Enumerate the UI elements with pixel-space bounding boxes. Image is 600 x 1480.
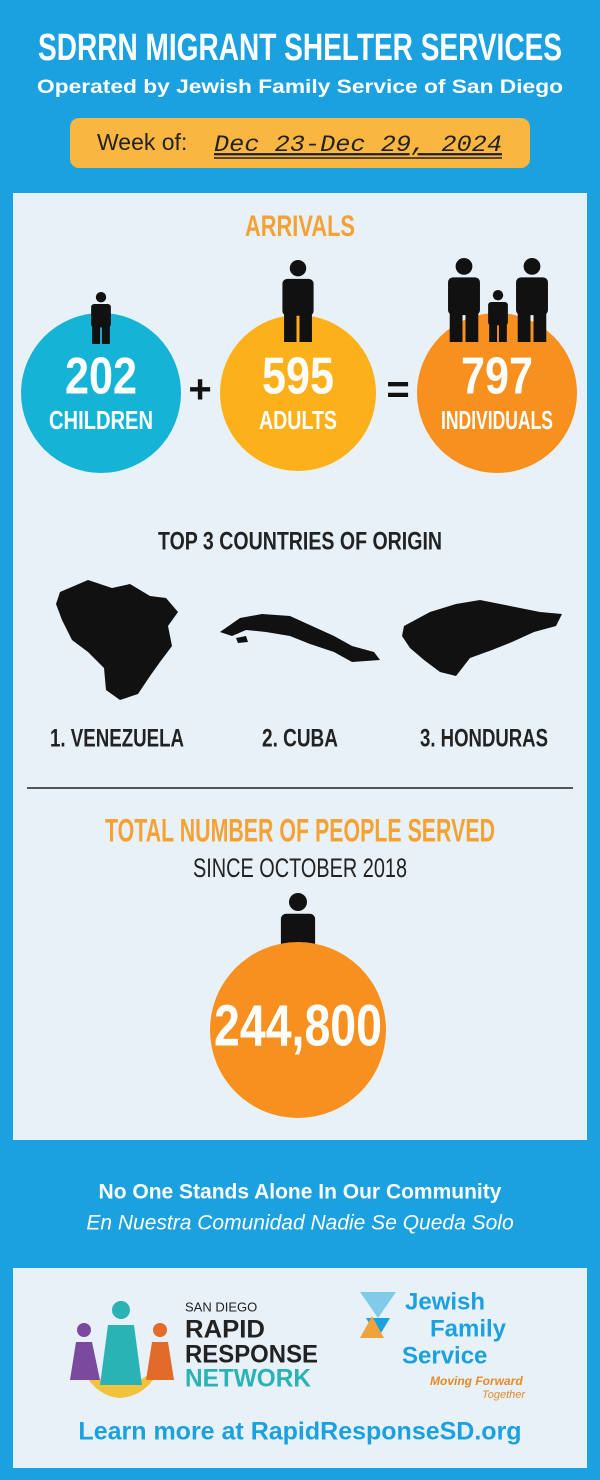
jfs-motto-1: Moving Forward <box>430 1374 523 1388</box>
jfs-logo-icon <box>360 1292 396 1338</box>
title: SDRRN MIGRANT SHELTER SERVICES <box>38 27 562 69</box>
person-icon <box>516 258 548 342</box>
adults-label: ADULTS <box>259 405 337 435</box>
total-circle <box>210 942 386 1118</box>
children-label: CHILDREN <box>49 405 153 435</box>
total-title: TOTAL NUMBER OF PEOPLE SERVED <box>105 812 495 848</box>
jfs-line-3: Service <box>402 1342 487 1369</box>
adults-circle <box>220 315 376 471</box>
week-box <box>70 118 530 168</box>
person-icon <box>282 260 314 342</box>
link[interactable]: Learn more at RapidResponseSD.org <box>78 1418 521 1446</box>
children-circle <box>21 313 181 473</box>
country-1: 1. VENEZUELA <box>50 725 184 753</box>
person-icon <box>91 292 111 344</box>
week-label: Week of: <box>97 129 187 155</box>
person-icon <box>488 290 508 342</box>
subtitle: Operated by Jewish Family Service of San… <box>37 77 563 98</box>
cuba-map <box>220 614 380 662</box>
sdrrn-line-2: RAPID <box>185 1316 265 1344</box>
honduras-map <box>402 600 562 676</box>
adults-value: 595 <box>262 348 334 406</box>
week: Dec 23-Dec 29, 2024 <box>214 132 502 158</box>
total-subtitle: SINCE OCTOBER 2018 <box>193 853 407 883</box>
individuals-label: INDIVIDUALS <box>441 405 553 435</box>
arrivals-title: ARRIVALS <box>245 210 355 243</box>
country-3: 3. HONDURAS <box>420 725 548 753</box>
tagline-es: En Nuestra Comunidad Nadie Se Queda Solo <box>86 1212 514 1235</box>
sdrrn-line-3: RESPONSE <box>185 1341 318 1369</box>
jfs-motto-2: Together <box>482 1389 526 1401</box>
jfs-line-2: Family <box>430 1315 507 1342</box>
sdrrn-line-4: NETWORK <box>185 1365 311 1393</box>
total-value: 244,800 <box>214 993 382 1058</box>
children-value: 202 <box>65 348 137 406</box>
venezuela-map <box>56 580 178 700</box>
individuals-value: 797 <box>461 348 533 406</box>
countries-title: TOP 3 COUNTRIES OF ORIGIN <box>158 528 442 556</box>
sdrrn-logo-icon <box>70 1301 174 1398</box>
individuals-circle <box>417 313 577 473</box>
plus: + <box>188 368 211 412</box>
equals: = <box>386 368 409 412</box>
tagline: No One Stands Alone In Our Community <box>99 1181 502 1204</box>
person-icon <box>448 258 480 342</box>
jfs-line-1: Jewish <box>405 1288 485 1315</box>
country-2: 2. CUBA <box>262 725 338 753</box>
sdrrn-line-1: SAN DIEGO <box>185 1299 257 1314</box>
